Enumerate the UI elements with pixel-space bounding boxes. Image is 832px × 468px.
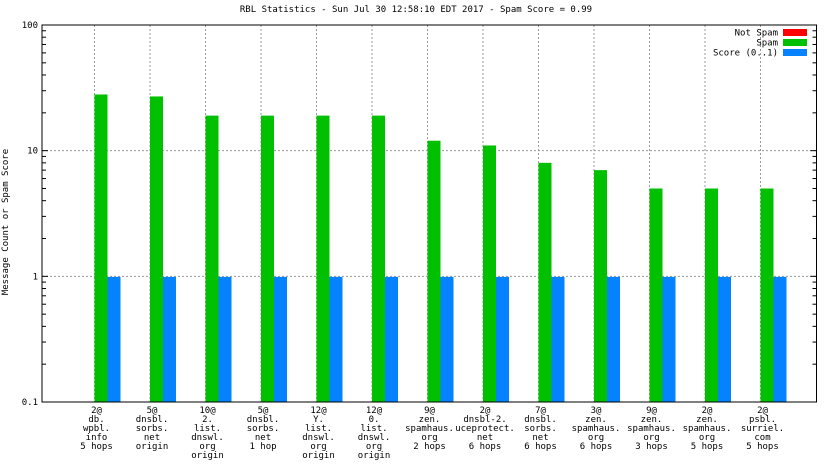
bar-score-0-1	[496, 276, 509, 402]
y-tick-label: 10	[27, 147, 38, 157]
bar-score-0-1	[274, 276, 287, 402]
bar-score-0-1	[218, 276, 232, 402]
bar-spam	[94, 94, 108, 402]
bar-score-0-1	[107, 276, 121, 402]
y-tick-label: 100	[22, 21, 38, 31]
x-tick-label: 7@ dnsbl. sorbs. net 6 hops	[524, 406, 557, 452]
bar-score-0-1	[607, 276, 620, 402]
bar-score-0-1	[440, 276, 454, 402]
x-tick-label: 10@ 2. list. dnswl. org origin	[191, 406, 224, 461]
bar-score-0-1	[662, 276, 676, 402]
chart-title: RBL Statistics - Sun Jul 30 12:58:10 EDT…	[239, 5, 593, 15]
y-tick-label: 0.1	[22, 398, 38, 408]
x-tick-label: 2@ db. wpbl. info 5 hops	[80, 406, 113, 452]
bar-spam	[261, 115, 274, 402]
bar-score-0-1	[163, 276, 176, 402]
bar-spam	[316, 115, 330, 402]
bar-score-0-1	[329, 276, 343, 402]
legend-swatch-spam	[783, 39, 807, 46]
legend-swatch-score-0-1	[783, 49, 807, 56]
x-tick-label: 9@ zen. spamhaus. org 3 hops	[627, 406, 676, 452]
bar-spam	[594, 170, 607, 402]
bar-spam	[649, 188, 663, 402]
y-tick-label: 1	[33, 272, 38, 282]
bar-score-0-1	[718, 276, 731, 402]
x-tick-label: 3@ zen. spamhaus. org 6 hops	[572, 406, 621, 452]
bar-spam	[205, 115, 219, 402]
legend-label-score-0-1: Score (0..1)	[713, 49, 778, 59]
bar-score-0-1	[385, 276, 398, 402]
bar-score-0-1	[773, 276, 787, 402]
bar-spam	[372, 115, 385, 402]
bar-spam	[760, 188, 774, 402]
plot-border	[41, 24, 817, 403]
legend-label-spam: Spam	[756, 39, 778, 49]
x-tick-label: 9@ zen. spamhaus. org 2 hops	[405, 406, 454, 452]
bar-spam	[483, 145, 496, 403]
x-tick-label: 2@ dnsbl-2. uceprotect. net 6 hops	[455, 406, 515, 452]
legend-label-not-spam: Not Spam	[735, 29, 778, 39]
x-tick-label: 12@ 0. list. dnswl. org origin	[358, 406, 391, 461]
bar-spam	[150, 96, 163, 402]
x-tick-label: 5@ dnsbl. sorbs. net origin	[136, 406, 169, 452]
bar-spam	[538, 162, 552, 402]
bar-spam	[705, 188, 718, 402]
x-tick-label: 2@ zen. spamhaus. org 5 hops	[683, 406, 732, 452]
x-tick-label: 12@ Y. list. dnswl. org origin	[302, 406, 335, 461]
legend-swatch-not-spam	[783, 29, 807, 36]
x-tick-label: 5@ dnsbl. sorbs. net 1 hop	[247, 406, 280, 452]
bar-score-0-1	[551, 276, 565, 402]
x-tick-label: 2@ psbl. surriel. com 5 hops	[741, 406, 784, 452]
bar-spam	[427, 140, 441, 402]
